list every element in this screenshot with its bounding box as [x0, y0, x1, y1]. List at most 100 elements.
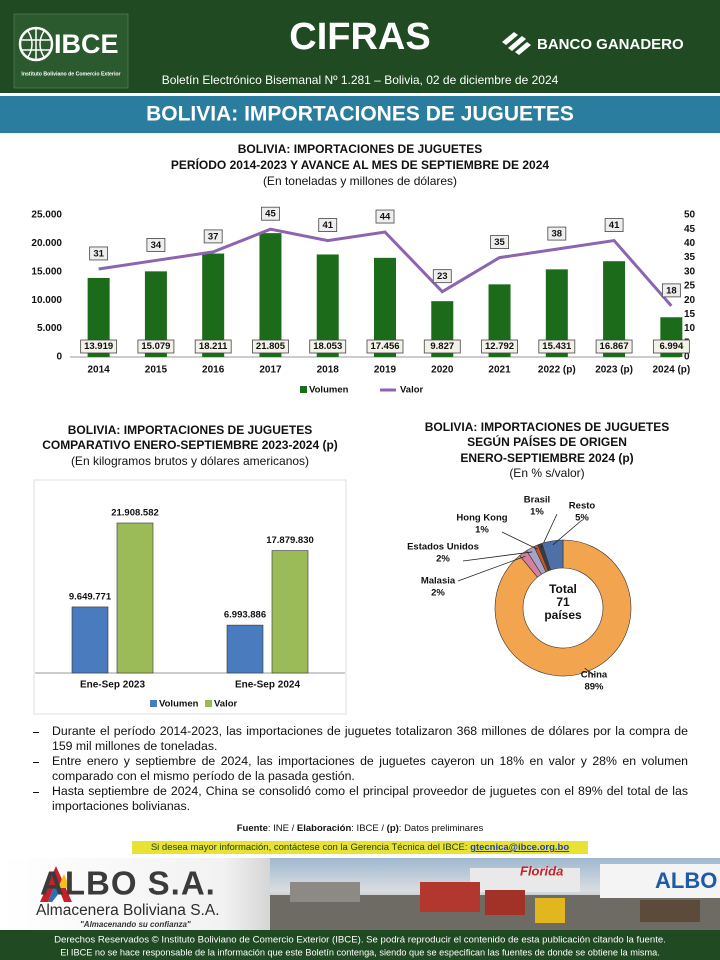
data-label: 15.079	[141, 341, 170, 352]
leader-line	[501, 531, 538, 550]
photo-truck	[485, 890, 525, 915]
data-label: 12.792	[485, 341, 514, 352]
label-box	[595, 339, 633, 354]
notes: Durante el período 2014-2023, las import…	[30, 724, 688, 814]
logo-tagline: Instituto Boliviano de Comercio Exterior	[21, 71, 120, 77]
ad-logo-a	[40, 866, 72, 902]
bar	[545, 269, 568, 357]
slice-label: China	[581, 670, 608, 681]
y2-tick-label: 10	[684, 323, 696, 334]
source-label: (p)	[386, 823, 399, 834]
source-label: Elaboración	[296, 823, 352, 834]
label-box	[547, 226, 567, 241]
legend-label: Volumen	[159, 699, 199, 710]
y2-tick-label: 40	[684, 238, 696, 249]
label-box	[423, 339, 461, 354]
center-label: Total	[549, 582, 577, 596]
leader-line	[457, 555, 526, 582]
bar	[259, 233, 282, 357]
bullet	[33, 732, 39, 733]
chart-title: BOLIVIA: IMPORTACIONES DE JUGUETES	[425, 420, 669, 434]
photo-warehouse	[470, 868, 580, 892]
x-tick-label: 2015	[145, 365, 168, 376]
ad-logo-a3	[58, 874, 70, 888]
x-tick-label: 2014	[88, 365, 111, 376]
label-box	[309, 339, 347, 354]
banner-title: BOLIVIA: IMPORTACIONES DE JUGUETES	[146, 103, 574, 126]
slice	[541, 539, 564, 571]
y2-tick-label: 15	[684, 309, 696, 320]
label-box	[194, 339, 232, 354]
photo-forklift	[535, 898, 565, 923]
contact-email[interactable]: gtecnica@ibce.org.bo	[470, 842, 570, 853]
legend-swatch	[205, 700, 212, 707]
line	[98, 227, 673, 307]
center-label: países	[544, 608, 582, 622]
bullet	[33, 792, 39, 793]
photo-sign: Florida	[520, 863, 563, 878]
data-label: 9.827	[430, 341, 454, 352]
slice	[494, 539, 632, 677]
data-label: 41	[609, 220, 620, 231]
y-tick-label: 20.000	[31, 238, 62, 249]
legend-swatch	[150, 700, 157, 707]
leader-line	[462, 551, 533, 562]
bar	[144, 271, 167, 357]
slice-label: Hong Kong	[456, 513, 507, 524]
data-label: 6.994	[659, 341, 683, 352]
label-box	[203, 229, 223, 244]
label-box	[375, 209, 395, 224]
chart-subtitle: (En kilogramos brutos y dólares american…	[71, 454, 309, 468]
label-box	[481, 339, 518, 354]
data-label: 44	[380, 212, 391, 223]
ad-logo-a2	[48, 882, 60, 902]
slice-label: Resto	[569, 501, 596, 512]
data-label: 23	[437, 271, 448, 282]
chart-subtitle: (En % s/valor)	[509, 466, 584, 480]
label-box	[146, 238, 166, 252]
y2-tick-label: 20	[684, 295, 696, 306]
legend-swatch	[300, 386, 307, 393]
chart-frame	[33, 479, 347, 715]
center-label: 71	[556, 595, 570, 609]
label-box	[652, 339, 690, 354]
data-label: 18.211	[199, 341, 228, 352]
bar	[226, 624, 264, 674]
x-tick-label: Ene-Sep 2024	[235, 680, 300, 691]
bullet	[33, 762, 39, 763]
leader-line	[540, 513, 558, 548]
source-text: : Datos preliminares	[398, 823, 484, 834]
chart-title: SEGÚN PAÍSES DE ORIGEN	[467, 434, 627, 449]
x-tick-label: 2020	[431, 365, 454, 376]
y2-tick-label: 30	[684, 266, 696, 277]
leader-line	[584, 667, 595, 676]
label-box	[538, 339, 576, 354]
bank-logo	[502, 32, 531, 55]
label-box	[137, 339, 175, 354]
footer-line: Derechos Reservados © Instituto Bolivian…	[54, 935, 666, 946]
label-box	[261, 206, 280, 221]
contact-text: Si desea mayor información, contáctese c…	[150, 842, 468, 853]
source-label: Fuente	[236, 823, 268, 834]
bulletin-line: Boletín Electrónico Bisemanal Nº 1.281 –…	[162, 73, 559, 87]
photo-truck	[420, 882, 480, 912]
chart-title: ENERO-SEPTIEMBRE 2024 (p)	[460, 451, 633, 465]
bank-name: BANCO GANADERO	[537, 36, 684, 53]
banner-band	[0, 96, 720, 133]
logo-globe-lines	[22, 28, 50, 60]
data-label: 17.879.830	[266, 535, 314, 546]
y2-tick-label: 0	[684, 352, 690, 363]
bar	[374, 257, 396, 357]
photo-building	[290, 882, 360, 902]
bar	[488, 284, 511, 357]
x-tick-label: 2022 (p)	[538, 365, 576, 376]
data-label: 21.805	[256, 341, 286, 352]
contact-band: Si desea mayor información, contáctese c…	[132, 841, 588, 854]
data-label: 45	[265, 209, 276, 220]
note-text: Hasta septiembre de 2024, China se conso…	[52, 784, 688, 813]
label-box	[490, 235, 509, 250]
data-label: 38	[552, 229, 563, 240]
slice-label: Estados Unidos	[407, 542, 479, 553]
bar	[71, 606, 109, 674]
data-label: 31	[93, 248, 104, 259]
